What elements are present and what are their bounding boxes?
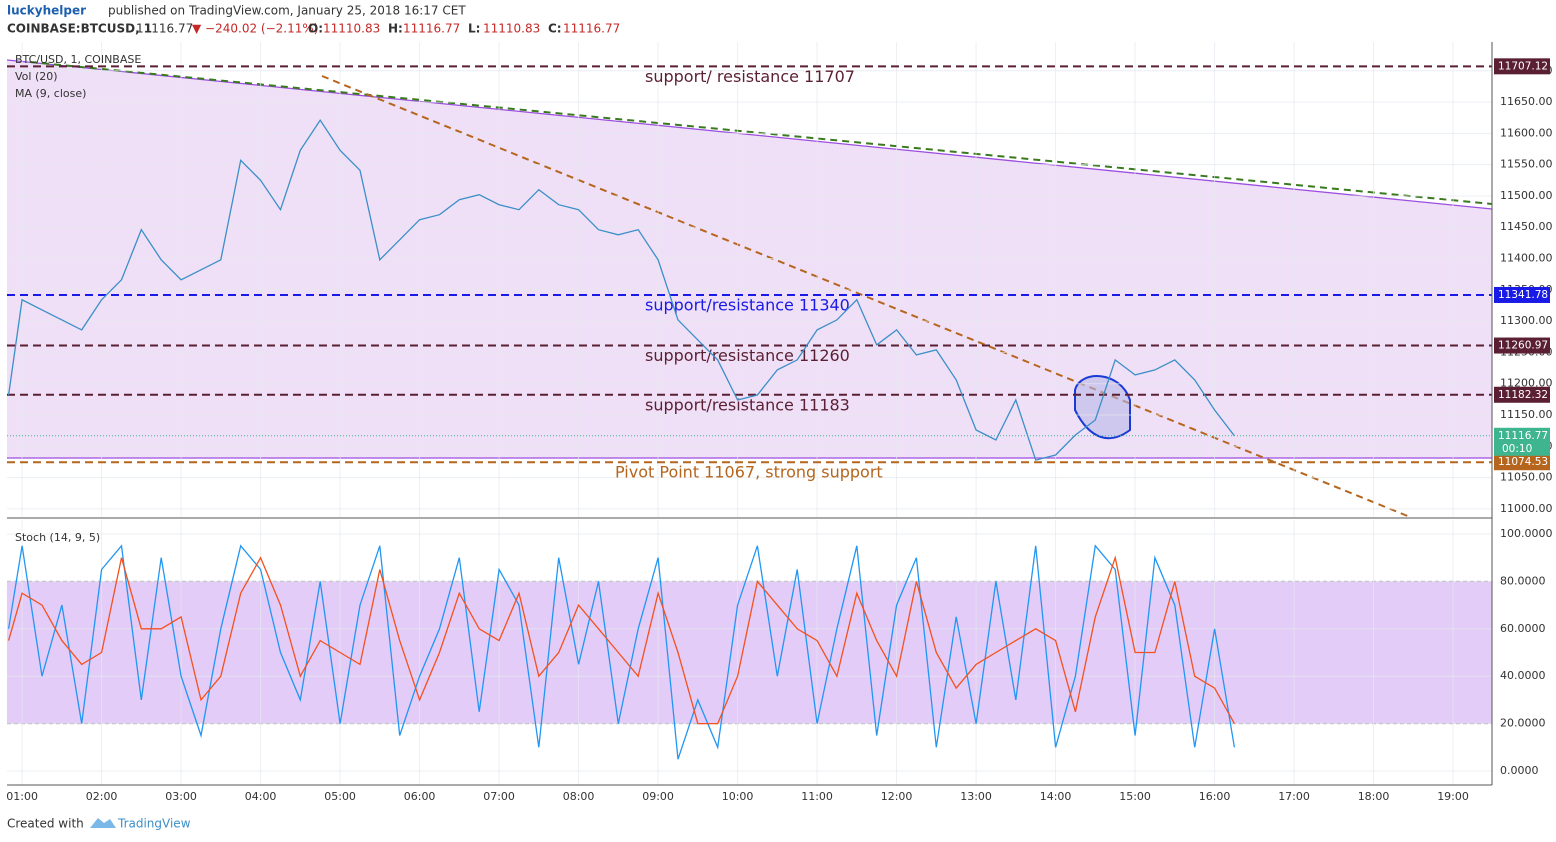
level-note: support/ resistance 11707 xyxy=(645,67,855,86)
y-tick-label: 100.0000 xyxy=(1500,527,1553,540)
indicator-label: MA (9, close) xyxy=(15,87,86,100)
y-tick-label: 11200.00 xyxy=(1500,377,1553,390)
x-tick-label: 08:00 xyxy=(563,790,595,803)
x-tick-label: 05:00 xyxy=(324,790,356,803)
y-tick-label: 0.0000 xyxy=(1500,764,1539,777)
y-tick-label: 11300.00 xyxy=(1500,314,1553,327)
level-note: Pivot Point 11067, strong support xyxy=(615,463,883,482)
ohlc-label: L: xyxy=(468,22,480,36)
y-tick-label: 60.0000 xyxy=(1500,622,1546,635)
y-tick-label: 11650.00 xyxy=(1500,95,1553,108)
level-tag xyxy=(1494,454,1550,471)
symbol: COINBASE:BTCUSD, 1 xyxy=(7,22,152,36)
x-tick-label: 19:00 xyxy=(1437,790,1469,803)
ohlc-label: C: xyxy=(548,22,562,36)
series-line xyxy=(7,119,1235,461)
ohlc-value: 11110.83 xyxy=(483,22,540,36)
ohlc-label: H: xyxy=(388,22,403,36)
y-tick-label: 11400.00 xyxy=(1500,252,1553,265)
series-line xyxy=(7,555,1235,725)
x-tick-label: 15:00 xyxy=(1119,790,1151,803)
level-tag-label: 11707.12 xyxy=(1498,60,1548,72)
x-tick-label: 02:00 xyxy=(86,790,118,803)
series-line xyxy=(7,544,1236,760)
change: ▼ −240.02 (−2.11%) xyxy=(192,22,318,36)
x-tick-label: 03:00 xyxy=(165,790,197,803)
y-tick-label: 11000.00 xyxy=(1500,502,1553,515)
author[interactable]: luckyhelper xyxy=(7,4,86,18)
last-price: 11116.77 xyxy=(136,22,193,36)
ohlc-value: 11116.77 xyxy=(563,22,620,36)
x-tick-label: 18:00 xyxy=(1358,790,1390,803)
y-tick-label: 11550.00 xyxy=(1500,158,1553,171)
ohlc-value: 11116.77 xyxy=(403,22,460,36)
y-tick-label: 11600.00 xyxy=(1500,126,1553,139)
stoch-band xyxy=(7,581,1492,724)
current-tag xyxy=(1494,427,1550,456)
level-tag xyxy=(1494,337,1550,354)
footer-created: Created with xyxy=(7,817,84,831)
x-tick-label: 11:00 xyxy=(801,790,833,803)
y-tick-label: 20.0000 xyxy=(1500,717,1546,730)
x-tick-label: 06:00 xyxy=(404,790,436,803)
x-tick-label: 14:00 xyxy=(1040,790,1072,803)
level-note: support/resistance 11260 xyxy=(645,346,850,365)
x-tick-label: 07:00 xyxy=(483,790,515,803)
pane-title: BTC/USD, 1, COINBASE xyxy=(15,53,141,66)
x-tick-label: 04:00 xyxy=(245,790,277,803)
published: published on TradingView.com, January 25… xyxy=(108,4,466,18)
trend-line xyxy=(6,59,1493,210)
x-tick-label: 17:00 xyxy=(1278,790,1310,803)
x-tick-label: 16:00 xyxy=(1199,790,1231,803)
trend-line-dashed xyxy=(321,75,1411,518)
x-tick-label: 10:00 xyxy=(722,790,754,803)
tv-logo xyxy=(90,818,116,828)
countdown: 00:10 xyxy=(1502,443,1532,455)
x-tick-label: 01:00 xyxy=(6,790,38,803)
y-tick-label: 11500.00 xyxy=(1500,189,1553,202)
level-tag-label: 11260.97 xyxy=(1498,340,1548,352)
level-tag xyxy=(1494,58,1550,75)
ohlc-label: O: xyxy=(308,22,323,36)
level-note: support/resistance 11340 xyxy=(645,295,850,314)
y-tick-label: 80.0000 xyxy=(1500,574,1546,587)
level-note: support/resistance 11183 xyxy=(645,395,850,414)
x-tick-label: 13:00 xyxy=(960,790,992,803)
x-tick-label: 12:00 xyxy=(881,790,913,803)
y-tick-label: 11150.00 xyxy=(1500,408,1553,421)
y-tick-label: 11050.00 xyxy=(1500,471,1553,484)
footer-brand[interactable]: TradingView xyxy=(117,817,191,831)
level-tag xyxy=(1494,286,1550,303)
level-tag-label: 11182.32 xyxy=(1498,389,1548,401)
level-tag-label: 11341.78 xyxy=(1498,289,1548,301)
current-tag-label: 11116.77 xyxy=(1498,430,1548,442)
level-tag-label: 11074.53 xyxy=(1498,456,1548,468)
pane-title: Stoch (14, 9, 5) xyxy=(15,531,100,544)
level-tag xyxy=(1494,386,1550,403)
ohlc-value: 11110.83 xyxy=(323,22,380,36)
x-tick-label: 09:00 xyxy=(642,790,674,803)
y-tick-label: 11450.00 xyxy=(1500,220,1553,233)
indicator-label: Vol (20) xyxy=(15,70,58,83)
y-tick-label: 40.0000 xyxy=(1500,669,1546,682)
